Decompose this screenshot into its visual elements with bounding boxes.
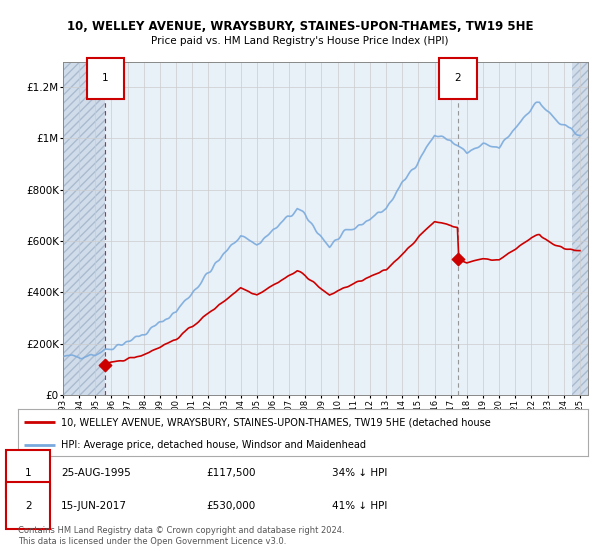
Text: £117,500: £117,500	[206, 468, 256, 478]
Text: 1: 1	[25, 468, 31, 478]
Text: HPI: Average price, detached house, Windsor and Maidenhead: HPI: Average price, detached house, Wind…	[61, 440, 366, 450]
Text: 1: 1	[102, 73, 109, 83]
Text: Price paid vs. HM Land Registry's House Price Index (HPI): Price paid vs. HM Land Registry's House …	[151, 36, 449, 46]
Text: Contains HM Land Registry data © Crown copyright and database right 2024.
This d: Contains HM Land Registry data © Crown c…	[18, 526, 344, 546]
Text: 25-AUG-1995: 25-AUG-1995	[61, 468, 131, 478]
Text: £530,000: £530,000	[206, 501, 256, 511]
Point	[101, 360, 110, 369]
Bar	[572, 62, 588, 395]
Point	[453, 254, 463, 263]
Text: 2: 2	[455, 73, 461, 83]
Text: 15-JUN-2017: 15-JUN-2017	[61, 501, 127, 511]
Text: 10, WELLEY AVENUE, WRAYSBURY, STAINES-UPON-THAMES, TW19 5HE: 10, WELLEY AVENUE, WRAYSBURY, STAINES-UP…	[67, 20, 533, 32]
Bar	[63, 62, 106, 395]
Text: 2: 2	[25, 501, 31, 511]
Text: 41% ↓ HPI: 41% ↓ HPI	[331, 501, 387, 511]
Text: 10, WELLEY AVENUE, WRAYSBURY, STAINES-UPON-THAMES, TW19 5HE (detached house: 10, WELLEY AVENUE, WRAYSBURY, STAINES-UP…	[61, 417, 491, 427]
Text: 34% ↓ HPI: 34% ↓ HPI	[331, 468, 387, 478]
